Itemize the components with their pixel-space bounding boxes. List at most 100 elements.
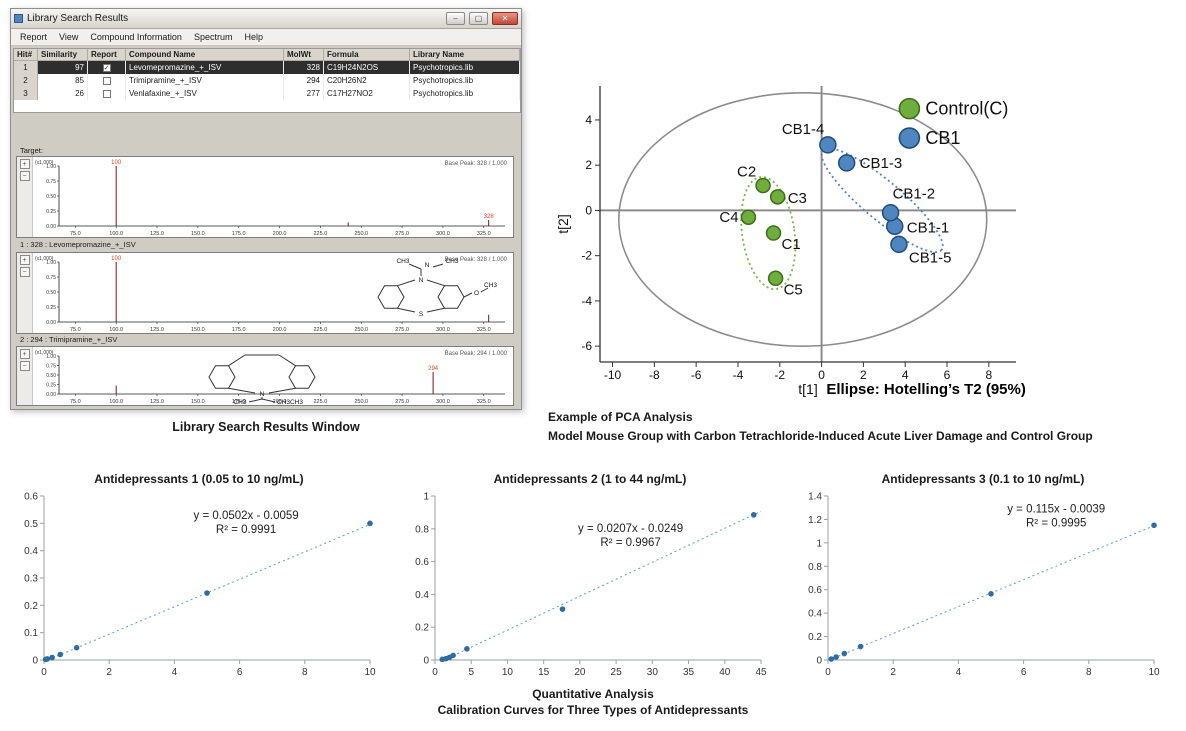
maximize-button[interactable]: ▢ (469, 12, 488, 25)
similarity-value: 97 (38, 61, 88, 74)
svg-text:250.0: 250.0 (354, 399, 368, 405)
zoom-out-icon[interactable]: − (19, 361, 30, 371)
zoom-in-icon[interactable]: + (19, 349, 30, 359)
svg-text:125.0: 125.0 (150, 327, 164, 333)
data-point (841, 650, 848, 657)
svg-text:75.0: 75.0 (70, 327, 81, 333)
compound-name: Trimipramine_+_ISV (126, 74, 284, 87)
data-point (828, 656, 835, 662)
svg-text:Ellipse: Hotelling’s T2 (95%): Ellipse: Hotelling’s T2 (95%) (826, 381, 1025, 398)
data-point (750, 512, 757, 518)
svg-text:-2: -2 (774, 368, 785, 382)
svg-text:4: 4 (585, 113, 592, 127)
svg-text:0.4: 0.4 (24, 546, 38, 557)
svg-text:100: 100 (111, 256, 122, 262)
svg-text:6: 6 (1021, 667, 1027, 678)
svg-text:25: 25 (611, 667, 623, 678)
minimize-button[interactable]: – (446, 12, 465, 25)
zoom-out-icon[interactable]: − (19, 171, 30, 181)
svg-text:4: 4 (956, 667, 962, 678)
report-cell (88, 87, 126, 100)
trend-line (47, 523, 371, 661)
svg-text:325.0: 325.0 (477, 327, 491, 333)
svg-text:0.1: 0.1 (24, 628, 38, 639)
svg-text:20: 20 (574, 667, 586, 678)
svg-text:150.0: 150.0 (191, 399, 205, 405)
svg-text:294: 294 (428, 366, 439, 372)
spectrum-toolbar: + − (17, 157, 33, 237)
chart-title: Antidepressants 2 (1 to 44 ng/mL) (493, 472, 687, 486)
quant-caption-line1: Quantitative Analysis (532, 687, 654, 701)
col-report[interactable]: Report (88, 49, 126, 61)
report-checkbox[interactable] (102, 89, 111, 98)
table-empty-area (14, 100, 520, 112)
compound-name: Venlafaxine_+_ISV (126, 87, 284, 100)
col-formula[interactable]: Formula (324, 49, 410, 61)
data-point (464, 646, 470, 652)
pca-point-CB1-5 (890, 235, 908, 254)
svg-text:Base Peak: 328 / 1.000: Base Peak: 328 / 1.000 (445, 161, 508, 167)
svg-text:325.0: 325.0 (477, 231, 491, 237)
menu-report[interactable]: Report (20, 32, 48, 42)
report-checkbox[interactable] (102, 76, 111, 85)
ch3-label: CH3 (233, 399, 246, 405)
data-point (857, 643, 864, 650)
trend-line (443, 510, 762, 661)
svg-text:0.50: 0.50 (46, 373, 56, 379)
svg-text:y = 0.0502x - 0.0059: y = 0.0502x - 0.0059 (194, 510, 299, 522)
chart-title: Antidepressants 1 (0.05 to 10 ng/mL) (94, 472, 304, 486)
svg-text:CB1-5: CB1-5 (909, 249, 952, 266)
pca-point-C2 (755, 177, 771, 194)
svg-text:225.0: 225.0 (314, 399, 328, 405)
svg-text:0.25: 0.25 (46, 383, 56, 389)
report-checkbox[interactable]: ✓ (102, 63, 111, 72)
pca-point-C1 (765, 225, 782, 241)
data-point (450, 652, 456, 659)
svg-text:75.0: 75.0 (70, 231, 81, 237)
col-molwt[interactable]: MolWt (284, 49, 324, 61)
zoom-in-icon[interactable]: + (19, 159, 30, 169)
menu-view[interactable]: View (59, 32, 79, 42)
ch3ch3-label: CH3CH3 (277, 399, 303, 405)
pca-ellipse-hotelling-t2 (618, 91, 988, 347)
svg-text:C1: C1 (782, 236, 801, 253)
menu-spectrum[interactable]: Spectrum (193, 32, 233, 42)
formula-value: C17H27NO2 (324, 87, 410, 100)
col-library-name[interactable]: Library Name (410, 49, 520, 61)
svg-text:100.0: 100.0 (109, 231, 123, 237)
table-row[interactable]: 3 26 Venlafaxine_+_ISV 277 C17H27NO2 Psy… (14, 87, 520, 100)
window-titlebar[interactable]: Library Search Results – ▢ ✕ (11, 9, 521, 29)
svg-text:200.0: 200.0 (273, 327, 287, 333)
menu-help[interactable]: Help (244, 32, 263, 42)
svg-text:C5: C5 (784, 281, 803, 298)
svg-text:0: 0 (816, 656, 822, 667)
svg-text:45: 45 (755, 667, 767, 678)
svg-text:0.75: 0.75 (46, 364, 56, 370)
target-spectrum-panel: + − 1.00 0.75 0.50 0.25 0.00 (x1,000) 75.0 100.… (16, 156, 514, 238)
svg-text:15: 15 (538, 667, 550, 678)
svg-text:100: 100 (111, 160, 122, 166)
zoom-out-icon[interactable]: − (19, 267, 30, 277)
svg-text:5: 5 (468, 667, 474, 678)
table-row[interactable]: 2 85 Trimipramine_+_ISV 294 C20H26N2 Psy… (14, 74, 520, 87)
col-compound-name[interactable]: Compound Name (126, 49, 284, 61)
pca-point-C5 (767, 270, 784, 287)
zoom-in-icon[interactable]: + (19, 255, 30, 265)
close-button[interactable]: ✕ (492, 12, 518, 25)
svg-text:4: 4 (902, 368, 909, 382)
svg-text:CB1-2: CB1-2 (893, 186, 936, 203)
pca-point-CB1-4 (819, 136, 837, 154)
svg-text:200.0: 200.0 (273, 399, 287, 405)
formula-value: C20H26N2 (324, 74, 410, 87)
col-similarity[interactable]: Similarity (38, 49, 88, 61)
window-title: Library Search Results (27, 13, 129, 24)
table-row[interactable]: 1 97 ✓ Levomepromazine_+_ISV 328 C19H24N… (14, 61, 520, 74)
trimipramine-structure: N CH3 CH3CH3 (208, 354, 316, 405)
svg-text:0.50: 0.50 (46, 290, 56, 296)
menu-compound-information[interactable]: Compound Information (90, 32, 182, 42)
col-hit[interactable]: Hit# (14, 49, 38, 61)
pca-caption-line2: Model Mouse Group with Carbon Tetrachlor… (548, 429, 1093, 443)
data-point (988, 591, 994, 597)
svg-text:0.50: 0.50 (46, 194, 56, 200)
